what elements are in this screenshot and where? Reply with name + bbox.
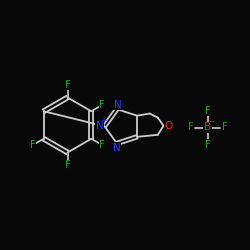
Text: −: − <box>208 118 214 126</box>
Text: F: F <box>99 140 105 150</box>
Text: F: F <box>188 122 193 132</box>
Text: F: F <box>205 106 210 116</box>
Text: +: + <box>100 116 106 125</box>
Text: F: F <box>205 140 210 149</box>
Text: F: F <box>99 100 105 110</box>
Text: N: N <box>96 121 104 131</box>
Text: O: O <box>164 121 173 131</box>
Text: F: F <box>65 160 70 170</box>
Text: N: N <box>112 143 120 153</box>
Text: F: F <box>65 80 70 90</box>
Text: F: F <box>30 140 36 150</box>
Text: F: F <box>222 122 227 132</box>
Text: B: B <box>204 122 211 132</box>
Text: N: N <box>114 100 121 110</box>
